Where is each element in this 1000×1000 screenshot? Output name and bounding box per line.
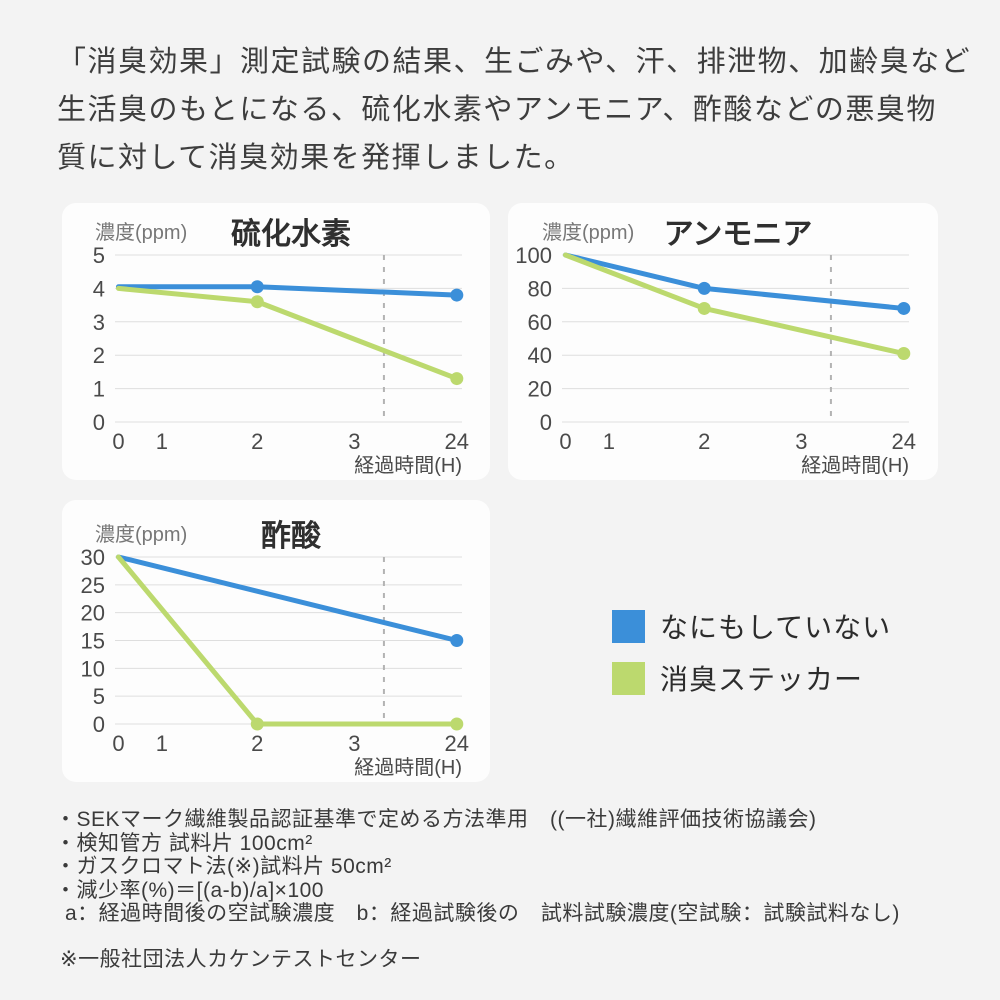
svg-text:20: 20 xyxy=(528,377,552,402)
legend-swatch-untreated-icon xyxy=(612,609,645,643)
svg-text:1: 1 xyxy=(93,377,105,402)
svg-text:5: 5 xyxy=(93,243,105,268)
note-line: a：経過時間後の空試験濃度 b：経過試験後の 試料試験濃度(空試験：試験試料なし… xyxy=(65,902,900,925)
svg-text:60: 60 xyxy=(528,310,552,335)
svg-text:2: 2 xyxy=(93,343,105,368)
svg-text:5: 5 xyxy=(93,684,105,709)
svg-text:2: 2 xyxy=(251,429,263,454)
svg-text:25: 25 xyxy=(81,573,105,598)
svg-text:濃度(ppm): 濃度(ppm) xyxy=(542,221,634,244)
chart-card-acetic-acid: 濃度(ppm) 酢酸 30 25 20 15 10 5 0 0 1 2 3 24 経過時間(H) xyxy=(62,500,490,782)
legend: なにもしていない 消臭ステッカー xyxy=(612,606,891,710)
svg-text:経過時間(H): 経過時間(H) xyxy=(801,454,909,477)
test-method-notes: ・SEKマーク繊維製品認証基準で定める方法準用 ((一社)繊維評価技術協議会) … xyxy=(55,808,900,971)
svg-text:0: 0 xyxy=(93,410,105,435)
svg-text:40: 40 xyxy=(528,343,552,368)
legend-label-sticker: 消臭ステッカー xyxy=(660,664,864,695)
chart-card-hydrogen-sulfide: 濃度(ppm) 硫化水素 5 4 3 2 1 0 0 1 2 3 24 経過時間(H) xyxy=(62,203,490,480)
svg-text:3: 3 xyxy=(348,429,360,454)
svg-text:アンモニア: アンモニア xyxy=(664,218,813,251)
svg-text:30: 30 xyxy=(81,545,105,570)
svg-text:100: 100 xyxy=(515,243,552,268)
svg-text:経過時間(H): 経過時間(H) xyxy=(354,454,462,477)
svg-text:24: 24 xyxy=(892,429,916,454)
svg-text:0: 0 xyxy=(93,712,105,737)
svg-text:0: 0 xyxy=(112,731,124,756)
svg-text:濃度(ppm): 濃度(ppm) xyxy=(95,523,187,546)
intro-line: 生活臭のもとになる、硫化水素やアンモニア、酢酸などの悪臭物 xyxy=(57,94,937,126)
intro-text: 「消臭効果」測定試験の結果、生ごみや、汗、排泄物、加齢臭など 生活臭のもとになる… xyxy=(57,38,971,182)
svg-text:15: 15 xyxy=(81,629,105,654)
svg-text:10: 10 xyxy=(81,656,105,681)
intro-line: 質に対して消臭効果を発揮しました。 xyxy=(57,142,575,174)
note-line: ・検知管方 試料片 100cm² xyxy=(55,831,313,855)
svg-text:0: 0 xyxy=(559,429,571,454)
svg-text:3: 3 xyxy=(93,310,105,335)
note-line: ・SEKマーク繊維製品認証基準で定める方法準用 ((一社)繊維評価技術協議会) xyxy=(55,808,817,831)
legend-label-untreated: なにもしていない xyxy=(660,612,892,643)
chart-card-ammonia: 濃度(ppm) アンモニア 100 80 60 40 20 0 0 1 2 3 24 経過時間(H) xyxy=(508,203,938,480)
svg-text:経過時間(H): 経過時間(H) xyxy=(354,756,462,779)
note-line: ・減少率(%)＝[(a-b)/a]×100 xyxy=(55,878,324,902)
svg-text:20: 20 xyxy=(81,601,105,626)
svg-text:3: 3 xyxy=(795,429,807,454)
svg-text:1: 1 xyxy=(603,429,615,454)
svg-text:4: 4 xyxy=(93,276,105,301)
svg-text:24: 24 xyxy=(445,429,469,454)
legend-item-sticker: 消臭ステッカー xyxy=(612,658,891,698)
svg-text:1: 1 xyxy=(156,429,168,454)
svg-text:24: 24 xyxy=(445,731,469,756)
svg-text:酢酸: 酢酸 xyxy=(261,520,322,553)
svg-text:2: 2 xyxy=(251,731,263,756)
note-line: ・ガスクロマト法(※)試料片 50cm² xyxy=(55,855,392,878)
svg-text:0: 0 xyxy=(540,410,552,435)
svg-text:3: 3 xyxy=(348,731,360,756)
svg-text:2: 2 xyxy=(698,429,710,454)
svg-text:硫化水素: 硫化水素 xyxy=(231,217,351,251)
legend-item-untreated: なにもしていない xyxy=(612,606,891,646)
intro-line: 「消臭効果」測定試験の結果、生ごみや、汗、排泄物、加齢臭など xyxy=(57,46,972,78)
legend-swatch-sticker-icon xyxy=(612,661,645,695)
svg-text:80: 80 xyxy=(528,276,552,301)
svg-text:濃度(ppm): 濃度(ppm) xyxy=(95,221,187,244)
note-line-test-center: ※一般社団法人カケンテストセンター xyxy=(60,947,422,971)
svg-text:1: 1 xyxy=(156,731,168,756)
svg-text:0: 0 xyxy=(112,429,124,454)
